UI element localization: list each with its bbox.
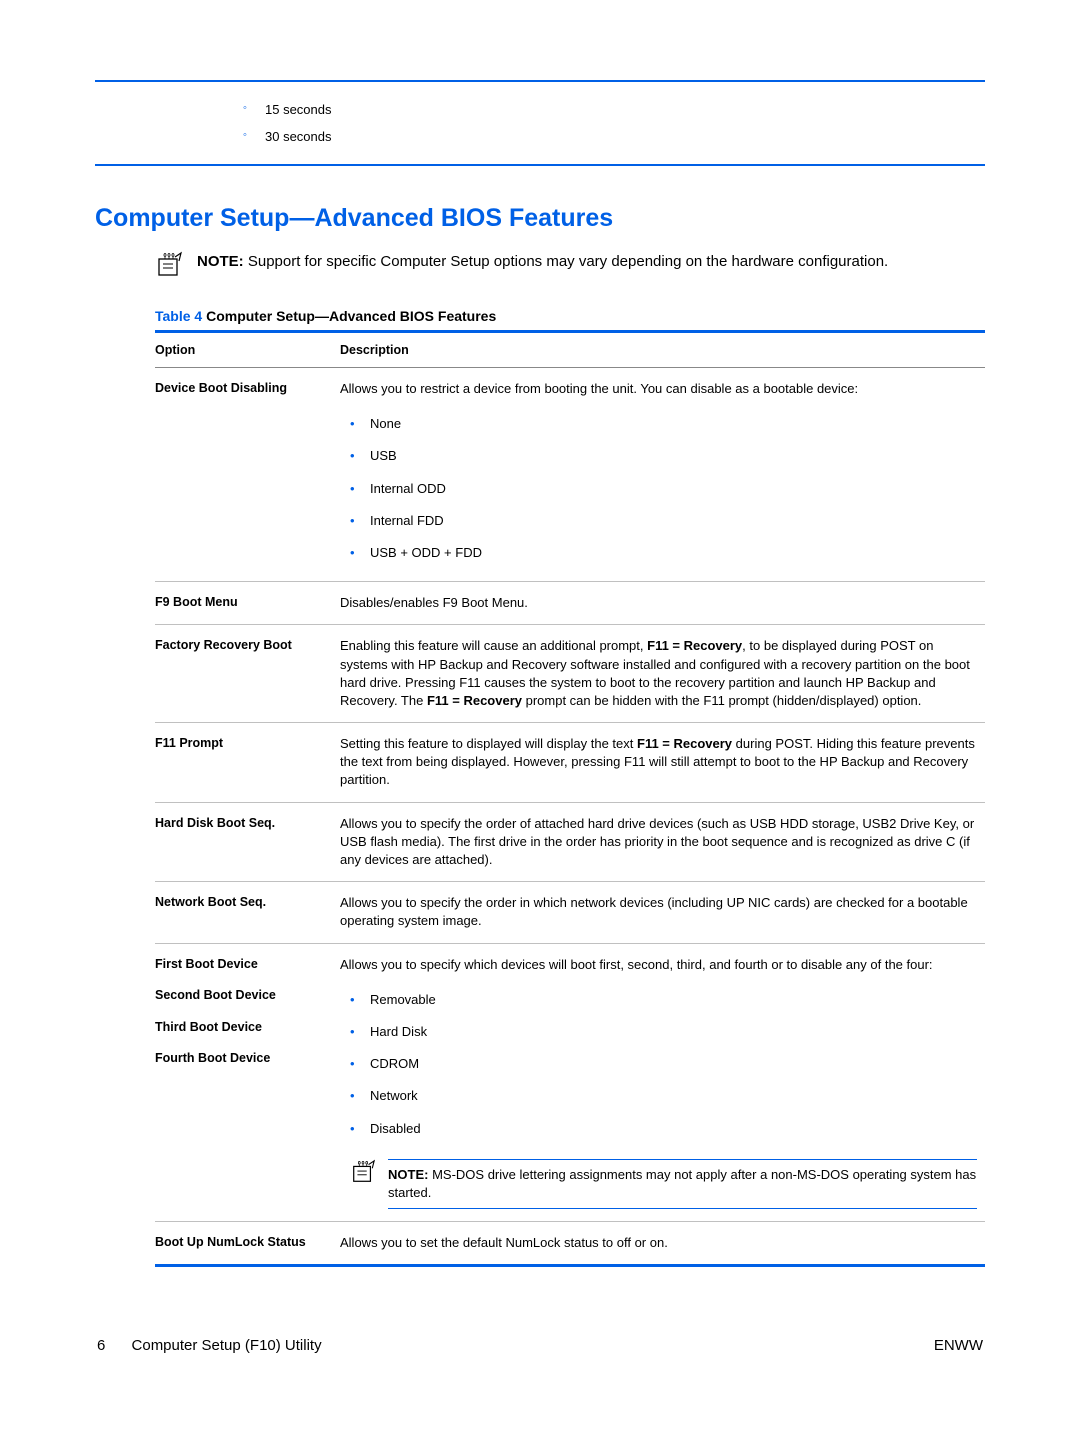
note-label: NOTE: xyxy=(197,253,244,270)
footer-title: Computer Setup (F10) Utility xyxy=(132,1337,322,1354)
desc-f9-boot-menu: Disables/enables F9 Boot Menu. xyxy=(340,582,985,625)
opt-device-boot-disabling: Device Boot Disabling xyxy=(155,368,340,582)
list-item: 30 seconds xyxy=(265,123,985,150)
opt-numlock: Boot Up NumLock Status xyxy=(155,1222,340,1266)
list-item: Internal ODD xyxy=(370,473,977,505)
desc-boot-devices: Allows you to specify which devices will… xyxy=(340,943,985,1222)
desc-factory-recovery: Enabling this feature will cause an addi… xyxy=(340,625,985,723)
text-frag: Enabling this feature will cause an addi… xyxy=(340,638,647,653)
opt-boot-devices: First Boot Device Second Boot Device Thi… xyxy=(155,943,340,1222)
table-prefix: Table 4 xyxy=(155,308,206,324)
table-row: Boot Up NumLock Status Allows you to set… xyxy=(155,1222,985,1266)
third-boot-device: Third Boot Device xyxy=(155,1019,332,1037)
table-row: First Boot Device Second Boot Device Thi… xyxy=(155,943,985,1222)
list-item: USB + ODD + FDD xyxy=(370,537,977,569)
table-row: Factory Recovery Boot Enabling this feat… xyxy=(155,625,985,723)
table-title: Computer Setup—Advanced BIOS Features xyxy=(206,308,496,324)
table-row: F9 Boot Menu Disables/enables F9 Boot Me… xyxy=(155,582,985,625)
list-item: Internal FDD xyxy=(370,505,977,537)
opt-factory-recovery: Factory Recovery Boot xyxy=(155,625,340,723)
note-label: NOTE: xyxy=(388,1167,428,1182)
list-item: CDROM xyxy=(370,1048,977,1080)
list-item: USB xyxy=(370,440,977,472)
table-row: Device Boot Disabling Allows you to rest… xyxy=(155,368,985,582)
lead-text: Allows you to restrict a device from boo… xyxy=(340,381,858,396)
first-boot-device: First Boot Device xyxy=(155,956,332,974)
desc-device-boot-disabling: Allows you to restrict a device from boo… xyxy=(340,368,985,582)
table-row: F11 Prompt Setting this feature to displ… xyxy=(155,723,985,803)
list-item: None xyxy=(370,408,977,440)
list-item: Network xyxy=(370,1080,977,1112)
page-number: 6 xyxy=(97,1337,105,1354)
opt-f11-prompt: F11 Prompt xyxy=(155,723,340,803)
inner-note: NOTE: MS-DOS drive lettering assignments… xyxy=(340,1159,977,1209)
opt-hard-disk-seq: Hard Disk Boot Seq. xyxy=(155,802,340,882)
desc-hard-disk-seq: Allows you to specify the order of attac… xyxy=(340,802,985,882)
bold-frag: F11 = Recovery xyxy=(427,693,522,708)
second-boot-device: Second Boot Device xyxy=(155,987,332,1005)
note-body: MS-DOS drive lettering assignments may n… xyxy=(388,1167,976,1200)
note-icon xyxy=(350,1159,376,1190)
table-row: Network Boot Seq. Allows you to specify … xyxy=(155,882,985,943)
note-block: NOTE: Support for specific Computer Setu… xyxy=(155,251,985,284)
note-icon xyxy=(155,251,183,284)
list-item: Removable xyxy=(370,984,977,1016)
fourth-boot-device: Fourth Boot Device xyxy=(155,1050,332,1068)
list-item: Hard Disk xyxy=(370,1016,977,1048)
note-body: Support for specific Computer Setup opti… xyxy=(248,253,888,270)
lead-text: Allows you to specify which devices will… xyxy=(340,957,933,972)
continuation-block: 15 seconds 30 seconds xyxy=(95,80,985,166)
opt-f9-boot-menu: F9 Boot Menu xyxy=(155,582,340,625)
bold-frag: F11 = Recovery xyxy=(647,638,742,653)
desc-numlock: Allows you to set the default NumLock st… xyxy=(340,1222,985,1266)
footer-right: ENWW xyxy=(934,1337,983,1354)
note-text: NOTE: Support for specific Computer Setu… xyxy=(197,251,888,284)
boot-devices-list: Removable Hard Disk CDROM Network Disabl… xyxy=(340,984,977,1145)
list-item: Disabled xyxy=(370,1113,977,1145)
section-heading: Computer Setup—Advanced BIOS Features xyxy=(95,204,985,233)
text-frag: prompt can be hidden with the F11 prompt… xyxy=(522,693,921,708)
desc-network-seq: Allows you to specify the order in which… xyxy=(340,882,985,943)
col-option: Option xyxy=(155,332,340,368)
list-item: 15 seconds xyxy=(265,96,985,123)
top-bullets: 15 seconds 30 seconds xyxy=(265,96,985,150)
page-footer: 6 Computer Setup (F10) Utility ENWW xyxy=(95,1337,985,1354)
opt-network-seq: Network Boot Seq. xyxy=(155,882,340,943)
bios-features-table: Option Description Device Boot Disabling… xyxy=(155,330,985,1267)
text-frag: Setting this feature to displayed will d… xyxy=(340,736,637,751)
bold-frag: F11 = Recovery xyxy=(637,736,732,751)
table-row: Hard Disk Boot Seq. Allows you to specif… xyxy=(155,802,985,882)
device-boot-list: None USB Internal ODD Internal FDD USB +… xyxy=(340,408,977,569)
col-description: Description xyxy=(340,332,985,368)
table-caption: Table 4 Computer Setup—Advanced BIOS Fea… xyxy=(155,308,985,324)
desc-f11-prompt: Setting this feature to displayed will d… xyxy=(340,723,985,803)
